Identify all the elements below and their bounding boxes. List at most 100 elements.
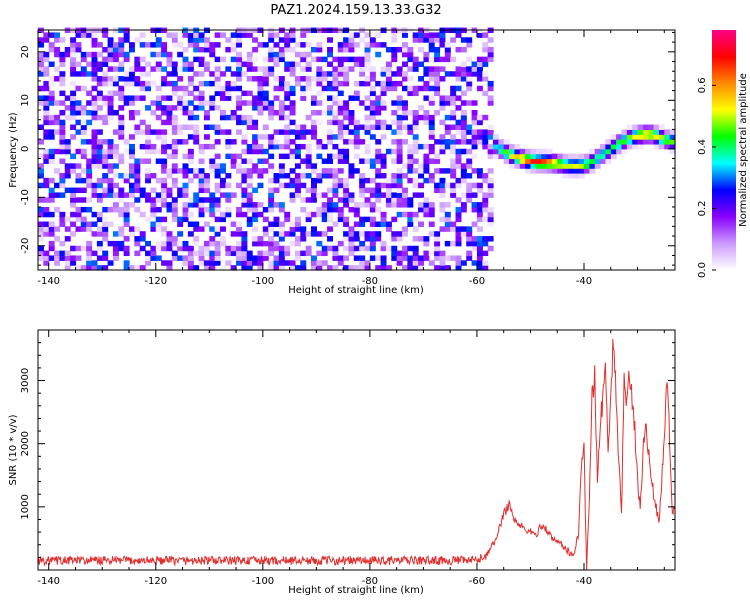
spectrogram-cell (541, 158, 548, 164)
spectrogram-cell (155, 129, 162, 135)
spectrogram-cell (107, 187, 114, 194)
spectrogram-cell (669, 148, 676, 155)
spectrogram-cell (43, 66, 50, 72)
spectrogram-cell (428, 76, 435, 82)
snr-x-tick-label: -60 (469, 576, 485, 587)
spectrogram-cell (107, 46, 114, 53)
spectrogram-cell (252, 148, 259, 155)
spectrogram-cell (402, 197, 408, 203)
spectrogram-cell (343, 105, 350, 111)
spectrogram-cell (493, 148, 499, 155)
spectrogram-cell (230, 42, 237, 48)
spectrogram-cell (439, 250, 446, 257)
spectrogram-cell (428, 114, 435, 121)
spectrogram-cell (278, 46, 285, 53)
spectrogram-cell (54, 182, 61, 189)
spectrogram-cell (423, 66, 430, 72)
spectrogram-cell (230, 85, 237, 92)
spectrogram-cell (214, 250, 221, 257)
spectrogram-cell (209, 42, 216, 48)
spectrogram-cell (418, 114, 425, 121)
spectrogram-cell (230, 110, 237, 116)
spectrogram-cell (38, 42, 44, 48)
spectrogram-cell (187, 265, 194, 271)
spectrogram-cell (129, 42, 135, 48)
spectrogram-cell (70, 231, 77, 237)
spectrogram-cell (289, 265, 296, 271)
spectrogram-cell (96, 148, 103, 155)
spectrogram-cell (166, 265, 173, 271)
spectrogram-cell (476, 211, 483, 218)
spectrogram-cell (80, 187, 87, 194)
spectrogram-y-axis-label: Frequency (Hz) (8, 112, 19, 188)
spectrogram-cell (439, 187, 446, 194)
spectrogram-cell (305, 61, 312, 67)
spectrogram-cell (220, 114, 226, 121)
spectrogram-cell (177, 100, 184, 106)
spectrogram-cell (428, 66, 435, 72)
spectrogram-cell (423, 85, 430, 92)
spectrogram-cell (236, 95, 243, 101)
spectrogram-cell (198, 211, 205, 218)
spectrogram-cell (391, 129, 398, 135)
spectrogram-cell (86, 265, 93, 271)
spectrogram-cell (209, 168, 216, 174)
spectrogram-cell (455, 95, 462, 101)
spectrogram-cell (193, 85, 200, 92)
spectrogram-cell (359, 240, 366, 247)
spectrogram-cell (246, 250, 253, 257)
spectrogram-cell (546, 153, 553, 160)
spectrogram-cell (80, 216, 87, 223)
chart-title: PAZ1.2024.159.13.33.G32 (270, 3, 441, 18)
spectrogram-cell (182, 260, 189, 266)
spectrogram-cell (155, 42, 162, 48)
spectrogram-cell (455, 105, 462, 111)
spectrogram-cell (38, 71, 44, 77)
spectrogram-cell (43, 32, 50, 38)
spectrogram-cell (225, 153, 232, 160)
spectrogram-cell (610, 139, 617, 145)
spectrogram-cell (102, 163, 109, 169)
spectrogram-cell (332, 255, 339, 261)
spectrogram-cell (332, 110, 339, 116)
spectrogram-cell (241, 211, 248, 218)
spectrogram-cell (246, 173, 253, 179)
spectrogram-cell (423, 37, 430, 43)
spectrogram-cell (91, 37, 98, 43)
spectrogram-cell (337, 182, 344, 189)
spectrogram-cell (444, 216, 451, 223)
spectrogram-cell (391, 250, 398, 257)
spectrogram-cell (439, 177, 446, 184)
spectrogram-cell (225, 245, 232, 252)
spectrogram-cell (161, 197, 168, 203)
spectrogram-cell (584, 168, 590, 174)
spectrogram-cell (64, 46, 71, 53)
spectrogram-cell (70, 245, 77, 252)
spectrogram-cell (402, 76, 408, 82)
spectrogram-cell (353, 153, 360, 160)
spectrogram-cell (198, 206, 205, 213)
spectrogram-cell (278, 260, 285, 266)
spectrogram-cell (439, 260, 446, 266)
spectrogram-cell (75, 46, 82, 53)
spectrogram-cell (236, 240, 243, 247)
spectrogram-cell (353, 42, 360, 48)
spectrogram-cell (118, 37, 125, 43)
spectrogram-cell (278, 163, 285, 169)
spectrogram-cell (589, 158, 596, 164)
spectrogram-cell (91, 134, 98, 140)
spectrogram-cell (471, 168, 478, 174)
spectrogram-cell (171, 236, 178, 242)
spectrogram-cell (102, 139, 109, 145)
spectrogram-cell (460, 148, 467, 155)
spectrogram-cell (305, 163, 312, 169)
spectrogram-cell (466, 250, 473, 257)
spectrogram-cell (284, 124, 291, 130)
spectrogram-cell (343, 177, 350, 184)
spectrogram-cell (129, 114, 135, 121)
spectrogram-cell (70, 187, 77, 194)
spectrogram-cell (482, 71, 489, 77)
spectrogram-cell (428, 46, 435, 53)
spectrogram-cell (578, 168, 585, 174)
spectrogram-cell (610, 134, 617, 140)
